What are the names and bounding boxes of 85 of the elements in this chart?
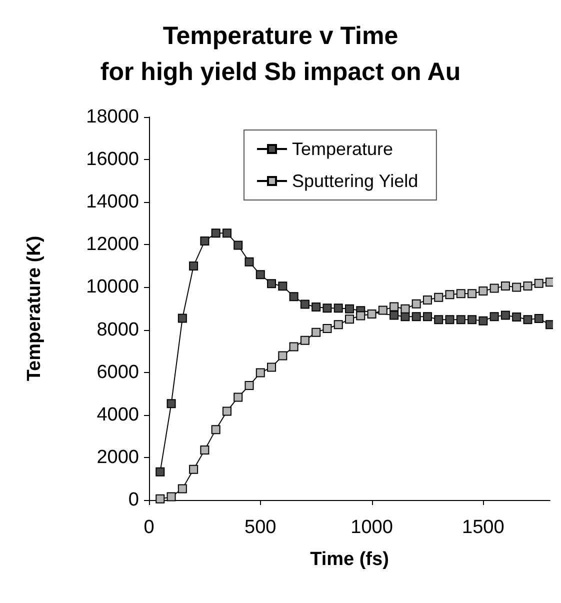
point (300, 336, 310, 345)
point (289, 292, 298, 302)
y-axis-title: Temperature (K) (24, 236, 45, 382)
legend-label: Temperature (292, 139, 394, 159)
point (422, 295, 432, 304)
point (468, 315, 477, 324)
point (278, 351, 288, 360)
point (412, 312, 421, 322)
point (345, 304, 354, 314)
point (367, 310, 376, 319)
point (222, 406, 232, 416)
point (500, 310, 510, 320)
point (478, 286, 488, 296)
point (534, 278, 544, 288)
point (267, 279, 276, 288)
x-tick-label: 0 (144, 517, 154, 538)
y-tick-label: 4000 (96, 404, 139, 426)
point (523, 281, 532, 290)
point (289, 342, 298, 352)
point (200, 236, 210, 246)
point (334, 320, 343, 330)
point (156, 494, 165, 504)
x-tick-label: 1500 (462, 517, 504, 538)
point (456, 315, 466, 324)
point (234, 392, 243, 402)
y-tick-label: 14000 (86, 192, 139, 213)
point (244, 381, 254, 390)
point (445, 315, 454, 324)
point (434, 292, 444, 302)
point (512, 312, 522, 322)
y-tick-label: 0 (128, 490, 139, 510)
point (478, 316, 488, 326)
point (390, 310, 399, 320)
y-tick-label: 2000 (96, 446, 139, 468)
point (490, 284, 499, 293)
point (211, 228, 220, 238)
point (422, 312, 432, 322)
point (534, 314, 544, 323)
point (412, 299, 421, 308)
point (189, 261, 198, 270)
point (322, 304, 332, 313)
point (178, 484, 187, 494)
point (322, 324, 332, 333)
y-tick-label: 18000 (86, 106, 139, 128)
point (278, 282, 288, 291)
chart-title: Temperature v Time for high yield Sb impact on Au (100, 22, 461, 86)
point (400, 304, 410, 314)
point (434, 315, 444, 324)
point (222, 228, 232, 238)
point (267, 362, 276, 372)
y-tick-label: 6000 (96, 362, 139, 383)
point (312, 328, 321, 337)
y-tick-label: 10000 (86, 276, 139, 298)
point (345, 314, 354, 324)
x-tick-label: 1000 (350, 517, 393, 538)
point (334, 304, 343, 313)
point (234, 240, 243, 250)
x-axis-title: Time (fs) (310, 549, 389, 570)
point (378, 306, 388, 315)
point (256, 368, 265, 378)
point (356, 311, 366, 320)
point (166, 399, 176, 408)
point (390, 302, 399, 312)
y-tick-label: 16000 (86, 149, 139, 170)
point (300, 300, 310, 309)
point (500, 281, 510, 290)
point (256, 270, 265, 280)
point (244, 257, 254, 266)
legend-label: Sputtering Yield (292, 171, 418, 191)
y-tick-label: 12000 (86, 234, 139, 256)
point (468, 289, 477, 298)
point (445, 290, 454, 300)
point (523, 315, 532, 324)
y-tick-label: 8000 (96, 319, 139, 340)
point (166, 492, 176, 502)
point (211, 425, 220, 434)
point (456, 289, 466, 298)
point (512, 282, 522, 292)
point (178, 314, 187, 323)
point (490, 312, 499, 322)
point (200, 445, 210, 454)
point (189, 464, 198, 474)
point (312, 302, 321, 312)
point (156, 467, 165, 476)
x-tick-label: 500 (244, 517, 276, 538)
